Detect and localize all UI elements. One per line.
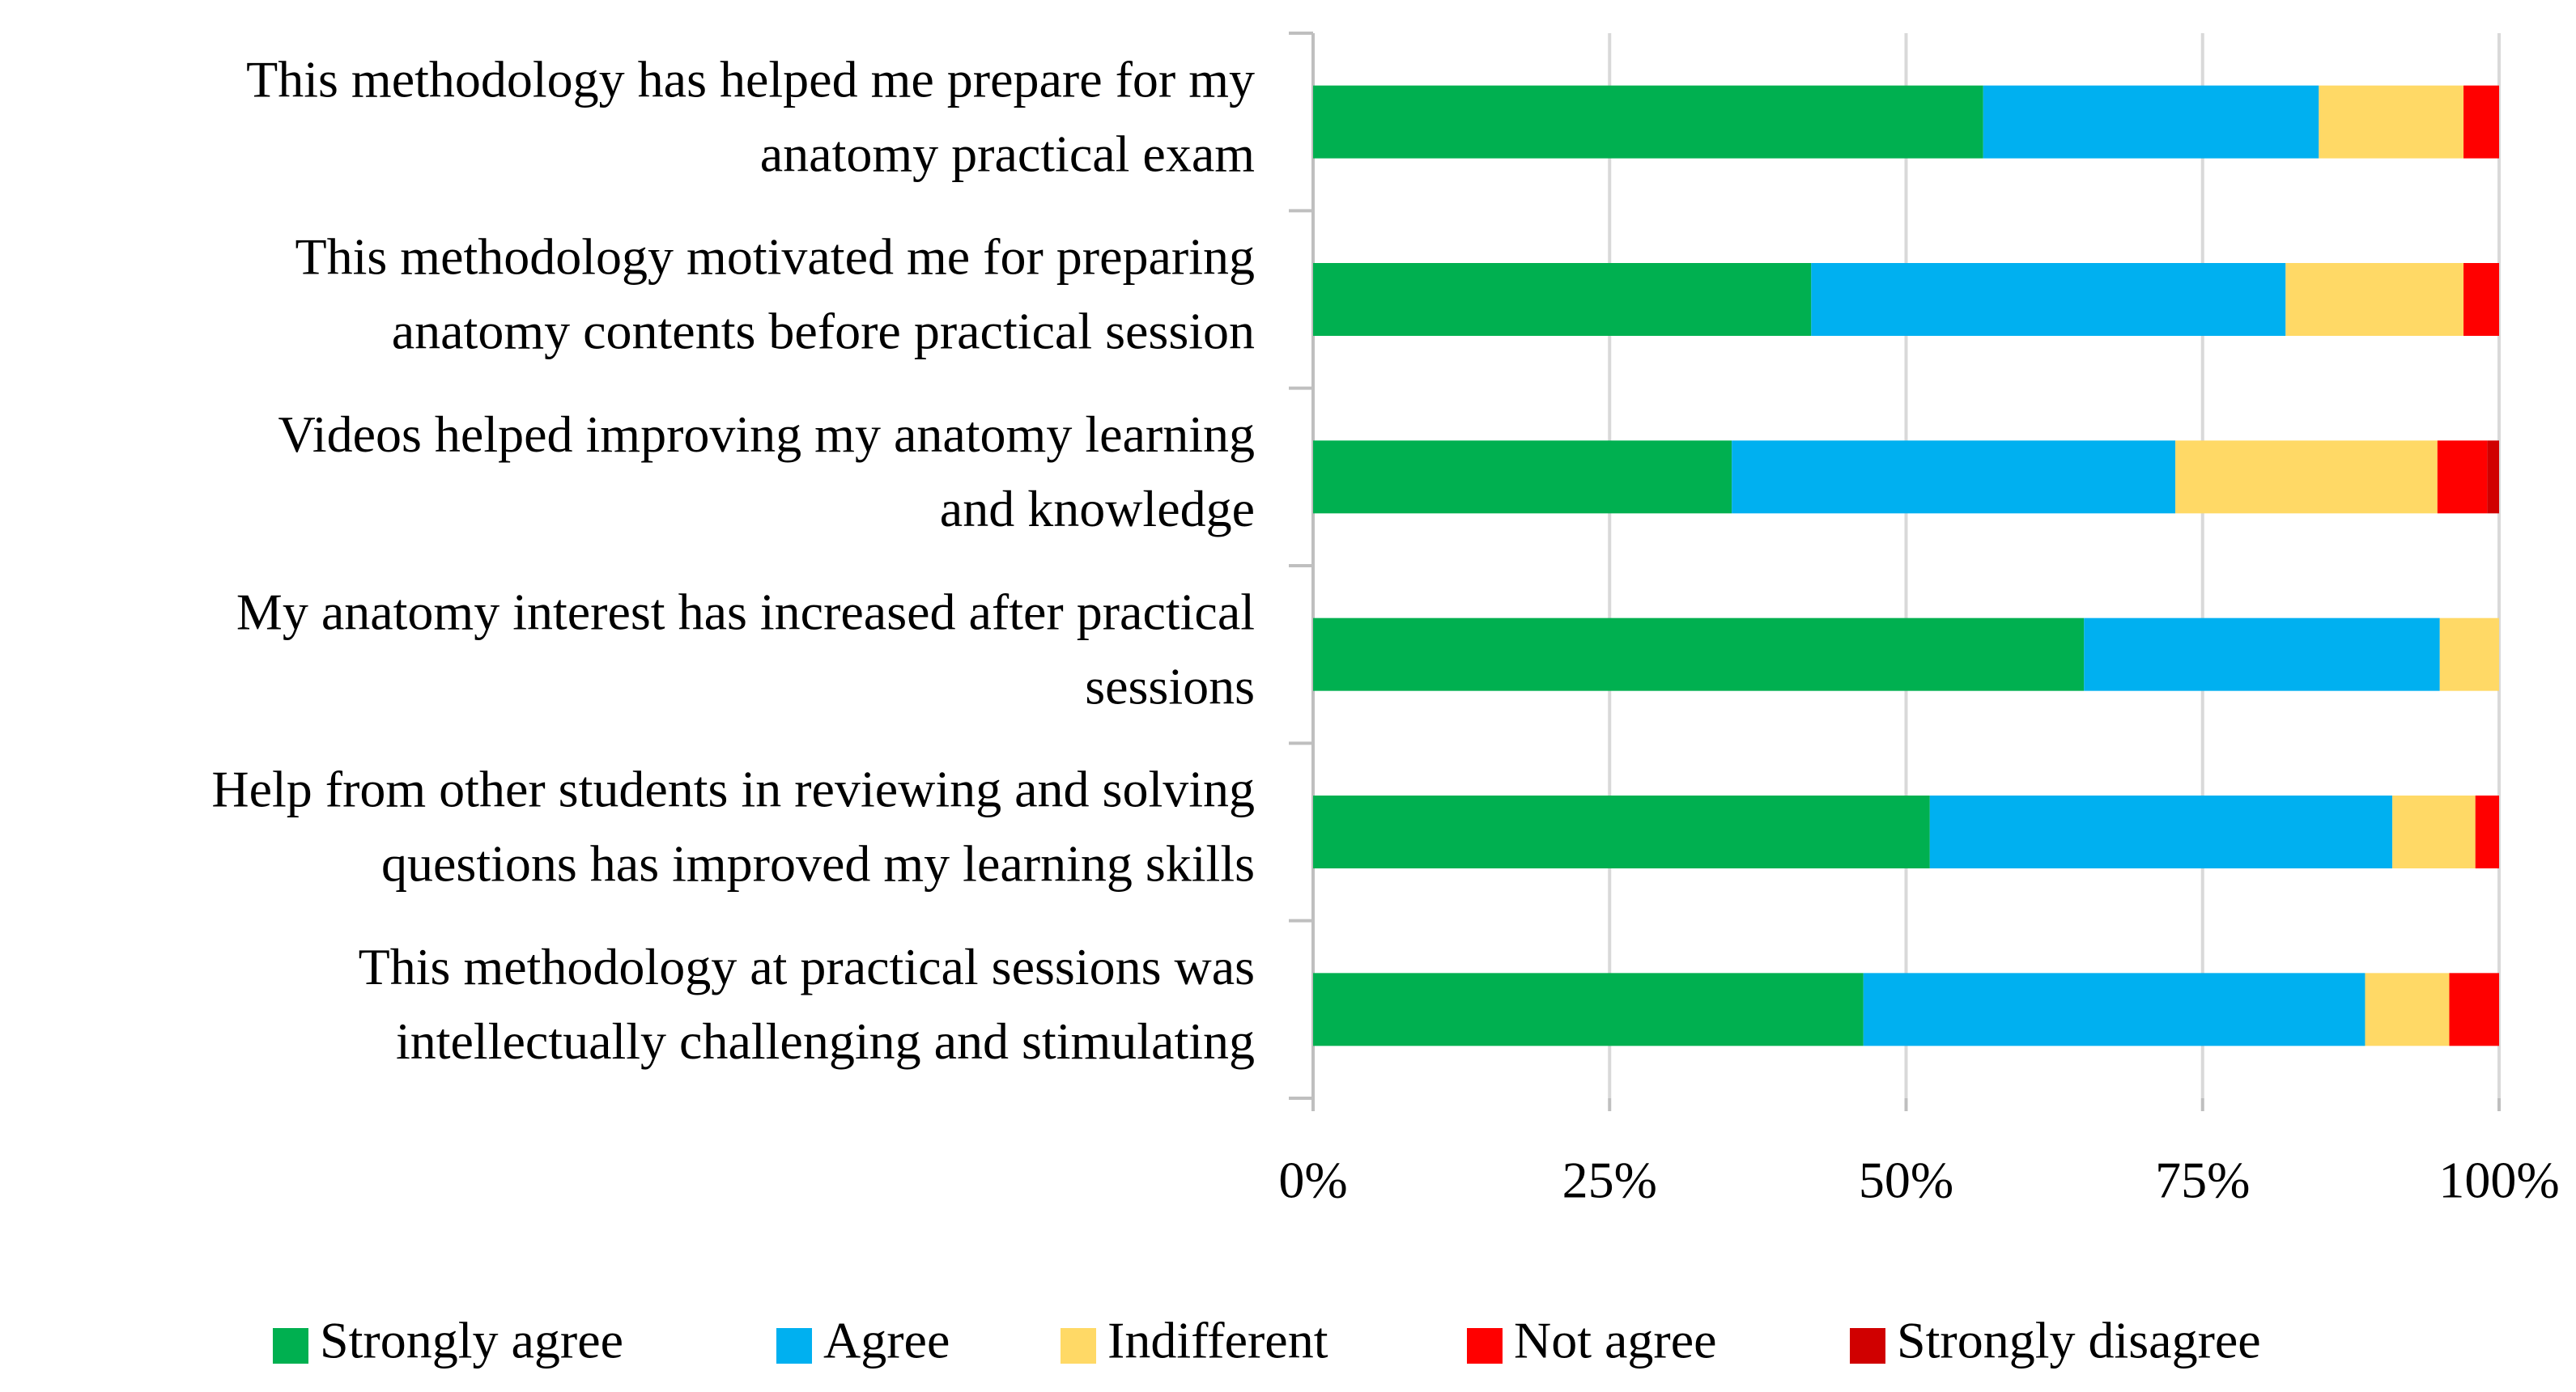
category-label: intellectually challenging and stimulati… (396, 1012, 1255, 1070)
legend-label: Agree (823, 1312, 950, 1369)
legend-label: Strongly agree (320, 1312, 623, 1369)
bar-segment (2463, 263, 2499, 336)
bar-segment (1313, 617, 2085, 691)
bar-segment (1983, 85, 2319, 159)
legend-label: Not agree (1514, 1312, 1717, 1369)
category-label: This methodology at practical sessions w… (359, 938, 1255, 995)
bar-segment (2175, 440, 2438, 514)
bar-segment (1313, 796, 1930, 868)
category-label: Help from other students in reviewing an… (211, 761, 1255, 818)
bar-segment (1313, 85, 1983, 159)
bar-segment (1732, 440, 2176, 514)
legend-swatch (1467, 1328, 1503, 1364)
legend-swatch (1850, 1328, 1885, 1364)
bar-segment (1929, 796, 2393, 868)
bar-segment (1863, 973, 2366, 1046)
x-tick-label: 100% (2438, 1152, 2559, 1209)
bar-segment (2365, 973, 2450, 1046)
category-label: anatomy practical exam (760, 125, 1255, 182)
bar-segment (2449, 973, 2499, 1046)
legend-swatch (776, 1328, 812, 1364)
legend-swatch (1061, 1328, 1096, 1364)
bar-segment (2487, 440, 2499, 514)
x-tick-label: 25% (1562, 1152, 1657, 1209)
bar-segment (2319, 85, 2464, 159)
bar-segment (1313, 440, 1732, 514)
category-label: Videos helped improving my anatomy learn… (278, 405, 1255, 463)
legend-label: Strongly disagree (1897, 1312, 2261, 1369)
category-label: sessions (1085, 657, 1255, 715)
category-label: This methodology motivated me for prepar… (295, 228, 1256, 286)
bar-segment (1313, 973, 1864, 1046)
bar-segment (2439, 617, 2499, 691)
bar-segment (2392, 796, 2476, 868)
bar-segment (2285, 263, 2464, 336)
category-label: This methodology has helped me prepare f… (246, 50, 1255, 108)
bar-segment (2437, 440, 2488, 514)
bar-segment (2475, 796, 2499, 868)
category-label: questions has improved my learning skill… (381, 835, 1255, 893)
category-label: My anatomy interest has increased after … (236, 583, 1255, 640)
category-label: anatomy contents before practical sessio… (392, 303, 1255, 360)
legend-label: Indifferent (1107, 1312, 1328, 1369)
bar-segment (1811, 263, 2286, 336)
x-tick-label: 75% (2155, 1152, 2250, 1209)
category-label: and knowledge (940, 480, 1255, 537)
bar-segment (2084, 617, 2440, 691)
x-tick-label: 50% (1859, 1152, 1953, 1209)
bar-segment (2463, 85, 2499, 159)
bar-segment (1313, 263, 1812, 336)
x-tick-label: 0% (1278, 1152, 1347, 1209)
legend-swatch (273, 1328, 308, 1364)
